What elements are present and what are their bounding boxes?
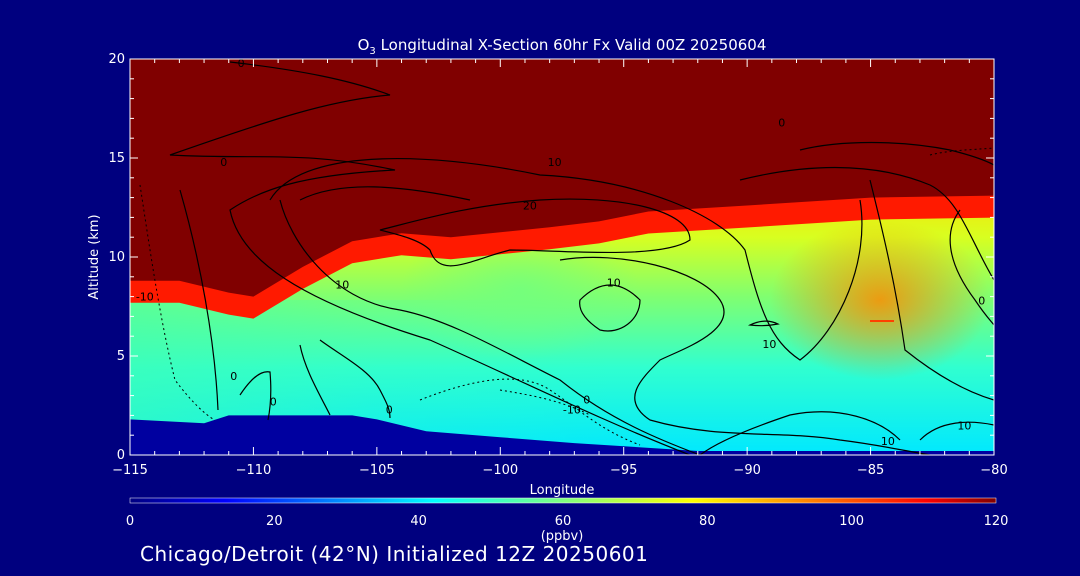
colorbar-tick-label: 100 — [839, 514, 864, 529]
contour-line — [929, 147, 994, 156]
contour-line — [949, 209, 994, 326]
x-tick-label: −105 — [359, 463, 395, 478]
contour-line — [139, 184, 216, 421]
contour-line — [747, 320, 780, 327]
contour-label: 20 — [523, 200, 537, 213]
chart-title: O3 Longitudinal X-Section 60hr Fx Valid … — [358, 36, 767, 57]
terrain-mask — [130, 415, 994, 455]
colorbar-tick-label: 60 — [555, 514, 572, 529]
contour-line — [739, 166, 994, 281]
contour-label: 10 — [548, 156, 562, 169]
x-tick-label: −100 — [482, 463, 518, 478]
colorbar-tick-label: 120 — [984, 514, 1009, 529]
x-tick-label: −115 — [112, 463, 148, 478]
contour-line — [799, 141, 994, 166]
contour-label: 10 — [881, 435, 895, 448]
contour-line — [319, 339, 391, 419]
contour-label: 0 — [220, 156, 227, 169]
contour-label: 0 — [238, 57, 245, 70]
contour-label: 0 — [978, 295, 985, 308]
contour-line — [559, 256, 931, 455]
contour-line — [919, 421, 994, 441]
y-tick-label: 15 — [108, 151, 125, 166]
contour-label: 10 — [335, 279, 349, 292]
orange-region-east — [770, 220, 990, 380]
contour-label: -10 — [136, 291, 154, 304]
x-tick-label: −85 — [857, 463, 884, 478]
contour-label: 0 — [230, 370, 237, 383]
contour-line — [269, 158, 863, 361]
contour-line — [869, 179, 994, 401]
y-tick-label: 5 — [117, 349, 125, 364]
x-tick-label: −110 — [236, 463, 272, 478]
contour-label: 0 — [270, 396, 277, 409]
contour-line — [169, 61, 691, 455]
y-tick-label: 0 — [117, 448, 125, 463]
contour-line — [179, 189, 219, 411]
contour-line — [379, 198, 691, 267]
colorbar-ticks: 0 20 40 60 80 100 120 — [126, 514, 1009, 529]
x-tick-label: −80 — [980, 463, 1007, 478]
red-contour-fragment — [870, 320, 894, 322]
footer-caption: Chicago/Detroit (42°N) Initialized 12Z 2… — [140, 542, 649, 566]
contour-line — [299, 344, 331, 416]
contour-label: 0 — [583, 394, 590, 407]
contour-label: 0 — [386, 403, 393, 416]
colorbar: 0 20 40 60 80 100 120 (ppbv) — [126, 497, 1009, 544]
contour-lines — [169, 61, 994, 455]
colorbar-unit-label: (ppbv) — [541, 529, 584, 544]
x-tick-label: −90 — [733, 463, 760, 478]
y-axis: 0 5 10 15 20 — [108, 52, 994, 463]
x-tick-label: −95 — [610, 463, 637, 478]
contour-line — [239, 371, 272, 421]
contour-line — [419, 378, 641, 446]
contour-label: -10 — [563, 403, 581, 416]
colorbar-scale — [129, 497, 997, 504]
contour-line — [279, 199, 701, 455]
x-axis: −115 −110 −105 −100 −95 −90 −85 −80 — [112, 59, 1008, 478]
contour-label: 10 — [762, 338, 776, 351]
colorbar-tick-label: 20 — [266, 514, 283, 529]
y-axis-label: Altitude (km) — [87, 214, 102, 299]
y-tick-label: 10 — [108, 250, 125, 265]
contour-line — [579, 284, 641, 332]
contour-line — [699, 411, 901, 455]
contour-label: 10 — [957, 419, 971, 432]
negative-contours — [139, 147, 994, 446]
x-axis-label: Longitude — [530, 483, 595, 498]
contour-line — [499, 389, 591, 416]
contour-label: 10 — [607, 277, 621, 290]
stratospheric-ozone-region — [130, 59, 994, 297]
contour-line — [299, 186, 471, 201]
contour-label: 0 — [778, 116, 785, 129]
colorbar-tick-label: 0 — [126, 514, 134, 529]
colorbar-tick-label: 40 — [410, 514, 427, 529]
colorbar-tick-label: 80 — [699, 514, 716, 529]
y-tick-label: 20 — [108, 52, 125, 67]
